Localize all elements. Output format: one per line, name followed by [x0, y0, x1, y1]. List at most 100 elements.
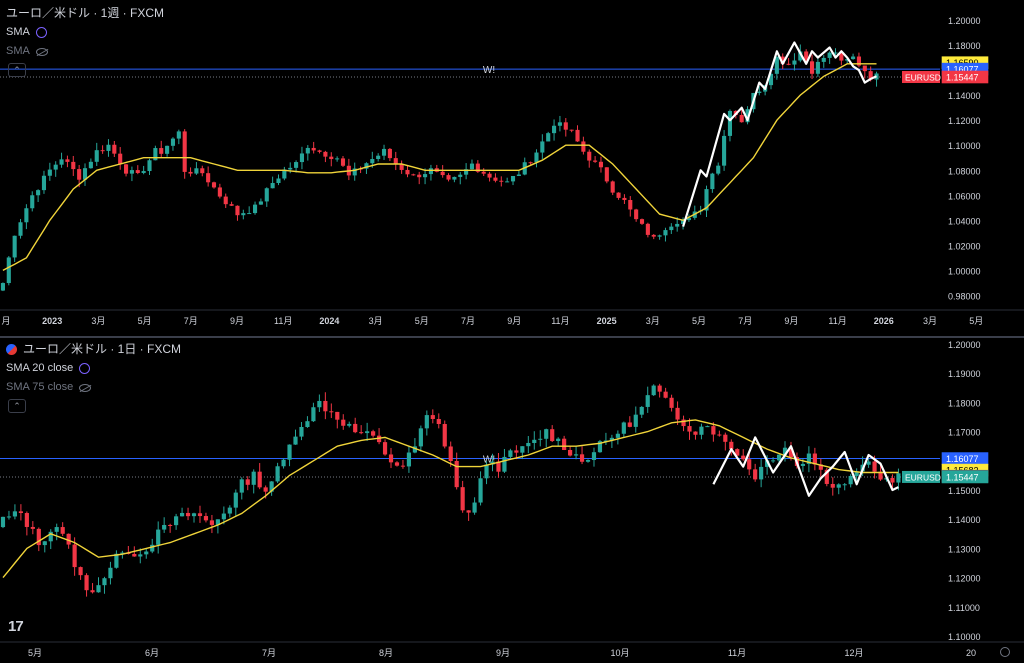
weekly-chart-pane[interactable]: W!1.200001.180001.160001.140001.120001.1…: [0, 0, 1024, 333]
time-tick-label: 2026: [874, 316, 894, 326]
candle-body: [382, 442, 388, 455]
candle-body: [872, 461, 877, 472]
candle: [352, 162, 357, 181]
candle-body: [526, 442, 531, 447]
candle-body: [188, 171, 193, 174]
candle: [217, 183, 222, 199]
candle-body: [365, 431, 370, 434]
candle-body: [809, 61, 815, 74]
candle: [209, 514, 215, 534]
weekly-symbol-row[interactable]: ユーロ／米ドル · 1週 · FXCM: [6, 4, 164, 23]
daily-chart-canvas[interactable]: W!1.200001.190001.180001.170001.160001.1…: [0, 338, 1024, 661]
candle-body: [845, 59, 850, 61]
candle: [257, 463, 262, 490]
candle-body: [675, 223, 680, 227]
candle-body: [759, 466, 764, 480]
candle-body: [48, 531, 53, 542]
candle-body: [866, 461, 871, 465]
candle-body: [159, 148, 164, 154]
candle: [616, 192, 621, 200]
candle: [6, 256, 11, 286]
candle-body: [493, 177, 498, 181]
candle: [311, 402, 316, 422]
time-tick-label: 2025: [597, 316, 617, 326]
candle: [185, 507, 191, 521]
tradingview-logo-icon[interactable]: 17: [8, 618, 24, 635]
candle-body: [774, 56, 779, 74]
price-tick-label: 1.14000: [948, 515, 981, 525]
weekly-chart-canvas[interactable]: W!1.200001.180001.160001.140001.120001.1…: [0, 0, 1024, 333]
time-tick-label: 11月: [828, 316, 846, 326]
candle-body: [528, 162, 533, 164]
candle: [568, 446, 573, 457]
collapse-legend-button[interactable]: ⌃: [8, 63, 26, 77]
candle: [499, 176, 504, 187]
candle: [622, 194, 627, 205]
indicator-settings-icon[interactable]: [35, 27, 47, 38]
candle: [197, 505, 203, 523]
candle-body: [185, 512, 191, 517]
price-tick-label: 1.13000: [948, 544, 981, 554]
daily-indicator-row-2[interactable]: SMA 75 close: [6, 378, 181, 397]
time-tick-label: 6月: [145, 648, 159, 658]
time-tick-label: 3月: [369, 316, 383, 326]
sma-line: [2, 419, 899, 579]
candle-body: [786, 63, 791, 65]
candle-body: [452, 176, 457, 180]
candle: [94, 142, 99, 166]
price-tick-label: 1.12000: [948, 116, 981, 126]
candle-body: [147, 160, 152, 172]
candle: [550, 425, 555, 442]
time-tick-label: 5月: [415, 316, 429, 326]
time-tick-label: 5月: [138, 316, 152, 326]
candle-body: [436, 419, 441, 425]
candle-body: [412, 446, 417, 453]
candle: [628, 196, 633, 217]
candle-body: [299, 427, 304, 437]
candle: [118, 147, 123, 170]
candle-body: [534, 152, 539, 163]
candle: [71, 155, 76, 176]
candle: [305, 145, 310, 161]
candle: [645, 386, 650, 413]
weekly-indicator-row-2[interactable]: SMA: [6, 42, 164, 61]
candle: [585, 459, 591, 463]
candle-body: [264, 188, 269, 202]
candle: [711, 422, 716, 442]
candle: [809, 54, 815, 79]
candle-body: [693, 431, 698, 435]
candle-body: [776, 454, 782, 461]
gear-icon[interactable]: [1000, 647, 1010, 657]
candle-body: [575, 129, 580, 142]
hidden-eye-icon[interactable]: [35, 47, 48, 56]
indicator-settings-icon[interactable]: [79, 363, 91, 374]
candle: [716, 162, 721, 176]
collapse-legend-button[interactable]: ⌃: [8, 399, 26, 413]
weekly-indicator-row-1[interactable]: SMA: [6, 23, 164, 42]
candle: [287, 444, 292, 467]
hidden-eye-icon[interactable]: [79, 383, 92, 392]
candle-body: [329, 156, 334, 160]
trend-drawing: [682, 41, 877, 227]
candle-body: [423, 174, 428, 178]
candle-body: [24, 208, 29, 223]
candle: [18, 504, 23, 521]
candle: [469, 159, 475, 170]
time-tick-label: 3月: [923, 316, 937, 326]
candle-body: [197, 513, 203, 517]
candle-body: [305, 147, 310, 154]
candle: [818, 458, 823, 478]
candle-body: [569, 129, 574, 131]
time-tick-label: 11月: [551, 316, 569, 326]
candle: [176, 129, 181, 145]
candle-body: [821, 57, 826, 62]
weekly-legend: ユーロ／米ドル · 1週 · FXCM SMA SMA: [6, 4, 164, 61]
candle: [182, 129, 187, 179]
daily-indicator-row-1[interactable]: SMA 20 close: [6, 359, 181, 378]
candle-body: [179, 512, 185, 517]
candle-body: [896, 473, 901, 483]
daily-symbol-row[interactable]: ユーロ／米ドル · 1日 · FXCM: [6, 340, 181, 359]
daily-chart-pane[interactable]: W!1.200001.190001.180001.170001.160001.1…: [0, 336, 1024, 663]
price-tag-label: 1.16077: [946, 454, 979, 464]
candle-body: [516, 174, 521, 176]
